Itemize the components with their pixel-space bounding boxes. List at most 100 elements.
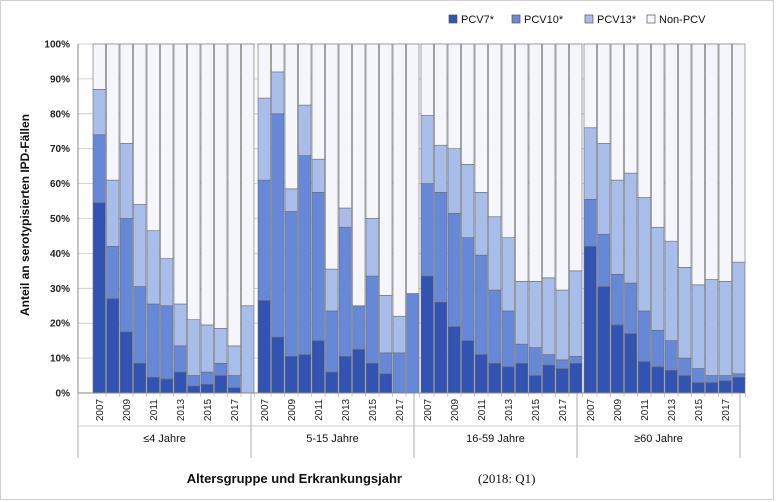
bar-segment-non-pcv [569,43,583,272]
y-tick-label: 40% [50,249,70,260]
bar-segment-non-pcv [718,43,732,282]
x-axis: 2007 2009 2011 2013 2015 2017 ≤4 Jahre 2007 2009… [77,44,746,458]
bar-segment-pcv13 [284,188,298,212]
bar-segment-pcv13 [160,258,174,307]
bar-segment-non-pcv [528,43,542,282]
bar-segment-pcv7 [474,354,488,394]
bar-segment-pcv7 [434,301,448,394]
bar-segment-pcv7 [133,363,147,394]
bar-segment-pcv7 [200,383,214,394]
bar-segment-pcv13 [678,267,692,359]
bar-segment-non-pcv [515,43,529,282]
bar-segment-pcv10 [311,192,325,341]
x-tick-label-year: 2007 [586,398,597,421]
bar-segment-pcv13 [338,207,352,228]
bar-segment-pcv7 [691,382,705,394]
bar-segment-non-pcv [106,43,120,181]
bar-segment-pcv13 [691,284,705,369]
bar-segment-pcv10 [678,357,692,376]
bar-segment-pcv10 [515,343,529,364]
bar-segment-non-pcv [365,43,379,219]
group-label: ≤4 Jahre [143,433,186,445]
bar-segment-pcv13 [528,281,542,348]
y-tick-label: 100% [44,40,70,51]
bar-segment-pcv7 [187,385,201,394]
bar-segment-pcv7 [705,382,719,394]
x-axis-title-note: (2018: Q1) [478,471,535,486]
bar-segment-pcv7 [515,363,529,394]
bar-segment-non-pcv [691,43,705,286]
bar-segment-pcv13 [241,305,255,394]
bar-segment-pcv10 [214,363,228,376]
bar-segment-pcv7 [338,356,352,394]
bar-segment-pcv13 [214,328,228,364]
bar-segment-pcv7 [583,246,597,394]
bar-segment-pcv7 [597,286,611,394]
bar-segment-non-pcv [678,43,692,268]
bar-segment-non-pcv [271,43,285,73]
bar-segment-pcv10 [298,155,312,355]
bar-segment-pcv10 [610,274,624,326]
bar-segment-pcv10 [284,211,298,357]
bar-segment-pcv13 [461,164,475,238]
bar-segment-non-pcv [311,43,325,160]
bar-segment-pcv10 [173,345,187,373]
bar-segment-non-pcv [119,43,133,144]
bar-segment-pcv7 [624,333,638,394]
x-tick-label-year: 2013 [176,398,187,421]
x-tick-label-year: 2011 [477,399,488,421]
y-tick-label: 90% [50,74,70,85]
bar-segment-pcv10 [488,289,502,364]
bar-segment-pcv10 [119,218,133,333]
bar-segment-pcv7 [664,370,678,394]
bar-segment-non-pcv [257,43,271,99]
bar-segment-pcv7 [651,366,665,394]
x-tick-label-year: 2007 [423,398,434,421]
bar-segment-pcv10 [338,226,352,357]
bar-segment-pcv13 [392,315,406,354]
bar-segment-non-pcv [92,43,106,90]
bar-segment-pcv13 [597,143,611,235]
bar-segment-pcv13 [447,148,461,214]
bar-segment-pcv7 [352,349,366,394]
bars [92,43,746,394]
bar-segment-pcv10 [555,359,569,369]
bar-segment-pcv10 [271,113,285,338]
bar-segment-pcv13 [610,179,624,275]
bar-segment-pcv10 [705,375,719,383]
bar-segment-non-pcv [406,43,420,294]
bar-segment-pcv13 [569,270,583,357]
bar-segment-pcv7 [173,371,187,394]
bar-segment-pcv10 [365,275,379,364]
bar-segment-pcv13 [434,144,448,193]
bar-segment-non-pcv [200,43,214,326]
bar-segment-pcv7 [298,354,312,394]
bar-segment-non-pcv [187,43,201,321]
x-tick-label-year: 2013 [341,398,352,421]
x-tick-label-year: 2007 [260,398,271,421]
bar-segment-pcv13 [271,71,285,115]
bar-segment-pcv10 [542,354,556,366]
x-tick-label-year: 2011 [640,399,651,421]
y-tick-label: 20% [50,319,70,330]
bar-segment-non-pcv [434,43,448,146]
group-label: 5-15 Jahre [306,433,359,445]
bar-segment-non-pcv [227,43,241,347]
bar-segment-pcv10 [392,352,406,394]
bar-segment-non-pcv [555,43,569,291]
x-tick-label-year: 2009 [122,398,133,421]
legend-swatch [646,14,656,24]
bar-segment-pcv10 [160,305,174,380]
bar-segment-pcv7 [718,380,732,394]
bar-segment-non-pcv [501,43,515,238]
x-tick-label-year: 2017 [558,398,569,421]
bar-segment-pcv7 [92,202,106,394]
bar-segment-non-pcv [214,43,228,329]
x-tick-label-year: 2009 [450,398,461,421]
bar-segment-non-pcv [146,43,160,232]
bar-segment-pcv10 [434,192,448,303]
bar-segment-pcv10 [146,303,160,378]
bar-segment-pcv7 [501,366,515,394]
legend-entry-label: PCV13* [597,14,637,26]
